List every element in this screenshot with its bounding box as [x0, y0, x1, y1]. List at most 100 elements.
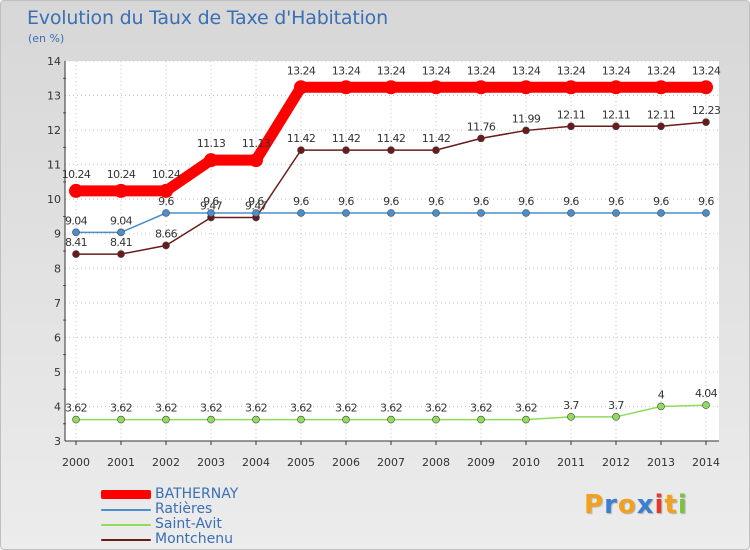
data-point: [252, 209, 260, 217]
x-tick-label: 2009: [467, 456, 495, 469]
data-label: 13.24: [557, 64, 586, 77]
data-label: 8.41: [110, 236, 132, 249]
chart-legend: BATHERNAY Ratières Saint-Avit Montchenu: [101, 486, 301, 547]
data-point: [567, 209, 575, 217]
data-label: 11.99: [512, 112, 541, 125]
data-label: 10.24: [107, 168, 136, 181]
legend-label: Montchenu: [155, 531, 233, 547]
data-point: [387, 146, 395, 154]
data-point: [117, 250, 125, 258]
data-label: 12.23: [692, 104, 721, 117]
y-tick-label: 7: [54, 297, 61, 310]
x-tick-label: 2007: [377, 456, 405, 469]
y-tick-label: 11: [47, 159, 61, 172]
data-point: [297, 209, 305, 217]
data-point: [702, 401, 710, 409]
data-point: [657, 122, 665, 131]
data-point: [519, 80, 533, 95]
data-label: 9.6: [248, 195, 264, 208]
data-point: [387, 415, 395, 424]
data-point: [609, 80, 623, 95]
data-label: 3.62: [425, 402, 447, 415]
logo-letter: x: [636, 490, 655, 520]
data-point: [432, 209, 440, 217]
data-label: 3.62: [470, 402, 492, 415]
data-label: 9.47: [245, 199, 268, 212]
data-point: [612, 122, 620, 131]
data-label: 11.76: [467, 120, 496, 133]
data-label: 10.24: [152, 168, 181, 181]
data-point: [297, 415, 305, 424]
x-tick-label: 2013: [647, 456, 675, 469]
plot-area: [65, 61, 719, 441]
data-label: 3.62: [200, 402, 222, 415]
data-label: 9.6: [563, 195, 579, 208]
data-point: [477, 134, 485, 143]
data-label: 9.6: [158, 195, 174, 208]
y-tick-label: 4: [54, 400, 61, 413]
data-point: [72, 250, 80, 258]
data-point: [432, 146, 440, 154]
data-point: [477, 415, 485, 424]
legend-item: Saint-Avit: [101, 516, 301, 532]
logo-letter: o: [617, 490, 637, 520]
data-point: [69, 183, 83, 198]
data-label: 12.11: [557, 108, 586, 121]
data-label: 9.6: [383, 195, 399, 208]
data-label: 3.62: [155, 402, 177, 415]
data-label: 3.62: [380, 402, 402, 415]
data-point: [342, 209, 350, 217]
data-label: 12.11: [647, 108, 676, 121]
data-label: 3.62: [245, 402, 267, 415]
data-point: [567, 413, 575, 421]
data-label: 9.6: [698, 195, 714, 208]
data-label: 13.24: [422, 64, 451, 77]
logo-letter: t: [664, 490, 678, 520]
data-label: 13.24: [692, 64, 721, 77]
data-point: [432, 415, 440, 424]
data-point: [477, 209, 485, 217]
x-tick-label: 2014: [692, 456, 720, 469]
data-label: 9.6: [473, 195, 489, 208]
x-tick-label: 2011: [557, 456, 585, 469]
data-label: 9.04: [65, 214, 88, 227]
data-label: 13.24: [377, 64, 406, 77]
data-point: [384, 80, 398, 95]
data-label: 3.62: [110, 402, 132, 415]
data-point: [699, 80, 713, 95]
x-tick-label: 2000: [62, 456, 90, 469]
data-label: 13.24: [602, 64, 631, 77]
y-tick-label: 12: [47, 124, 61, 137]
data-point: [522, 126, 530, 135]
data-label: 8.66: [155, 227, 178, 240]
logo-letter: i: [677, 490, 688, 520]
logo-letter: i: [654, 490, 665, 520]
y-tick-label: 13: [47, 90, 61, 103]
data-label: 9.6: [653, 195, 669, 208]
data-point: [564, 80, 578, 95]
legend-item: BATHERNAY: [101, 486, 301, 502]
x-tick-label: 2005: [287, 456, 315, 469]
data-point: [657, 209, 665, 217]
data-label: 3.62: [335, 402, 357, 415]
data-label: 3.62: [290, 402, 312, 415]
legend-swatch: [101, 490, 151, 499]
data-point: [72, 415, 80, 424]
data-label: 9.6: [608, 195, 624, 208]
data-label: 9.6: [338, 195, 354, 208]
data-point: [252, 415, 260, 424]
data-label: 11.42: [377, 132, 406, 145]
data-point: [342, 415, 350, 424]
data-point: [162, 415, 170, 424]
x-tick-label: 2003: [197, 456, 225, 469]
x-tick-label: 2001: [107, 456, 135, 469]
legend-swatch: [101, 539, 151, 541]
data-point: [702, 118, 710, 126]
data-point: [702, 209, 710, 217]
y-tick-label: 8: [54, 262, 61, 275]
data-label: 13.24: [287, 64, 316, 77]
data-point: [567, 122, 575, 131]
data-label: 3.62: [65, 402, 87, 415]
